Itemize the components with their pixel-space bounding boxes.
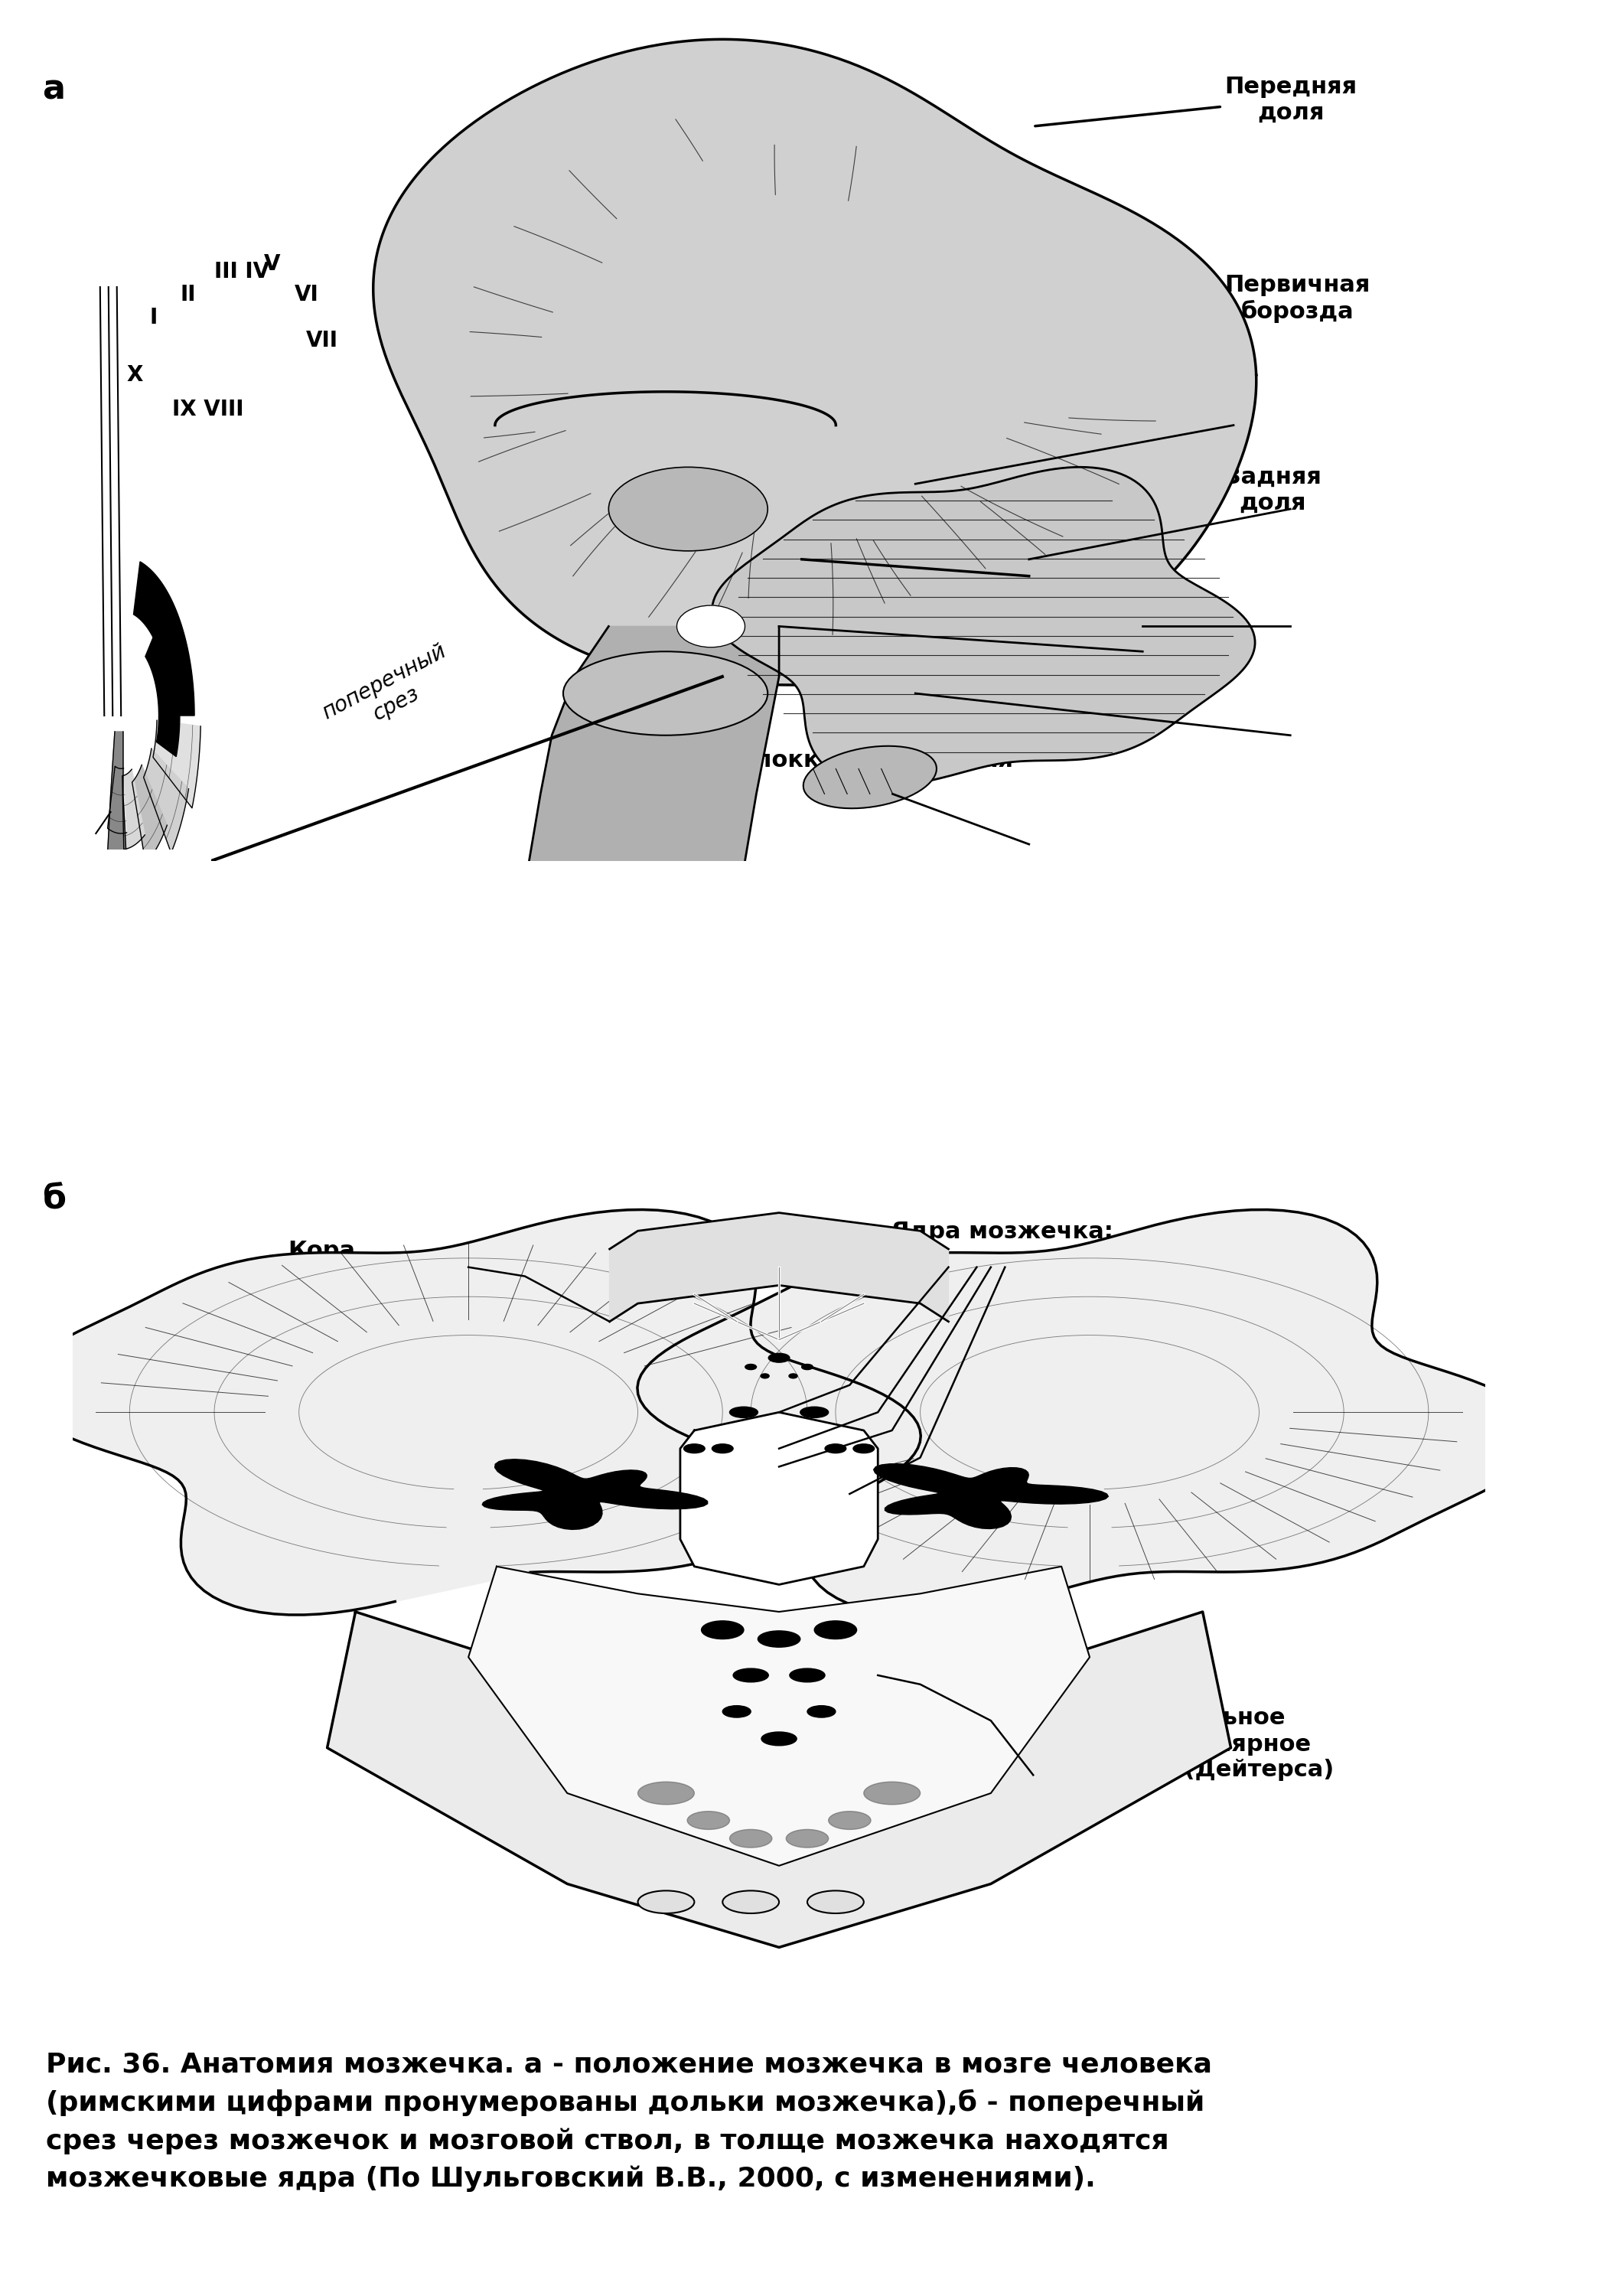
Text: II: II (180, 285, 195, 305)
Text: Рис. 36. Анатомия мозжечка. а - положение мозжечка в мозге человека
(римскими ци: Рис. 36. Анатомия мозжечка. а - положени… (45, 2050, 1212, 2193)
Text: Кора
мозжечка: Кора мозжечка (253, 1240, 390, 1288)
Ellipse shape (761, 1373, 769, 1378)
Text: поперечный
срез: поперечный срез (318, 641, 461, 746)
Polygon shape (16, 1210, 920, 1614)
Text: X: X (127, 365, 143, 386)
Text: шатра: шатра (907, 1258, 993, 1281)
Polygon shape (133, 563, 195, 716)
Polygon shape (146, 625, 180, 758)
Polygon shape (122, 769, 144, 850)
Text: I: I (149, 308, 157, 328)
Text: округлое: округлое (899, 1290, 1024, 1311)
Polygon shape (873, 1465, 1109, 1529)
Polygon shape (680, 1412, 878, 1584)
Polygon shape (131, 765, 167, 863)
Ellipse shape (730, 1407, 758, 1417)
Ellipse shape (815, 1621, 857, 1639)
Ellipse shape (701, 1621, 743, 1639)
Ellipse shape (863, 1782, 920, 1805)
Text: Первичная
борозда: Первичная борозда (1073, 273, 1370, 324)
Polygon shape (373, 39, 1256, 684)
Text: б: б (42, 1182, 67, 1215)
Polygon shape (328, 1612, 1230, 1947)
Text: а: а (42, 73, 65, 106)
Ellipse shape (828, 1812, 872, 1830)
Ellipse shape (824, 1444, 846, 1453)
Ellipse shape (730, 1830, 773, 1848)
Text: зубчатое: зубчатое (891, 1350, 1013, 1373)
Ellipse shape (563, 652, 768, 735)
Ellipse shape (683, 1444, 704, 1453)
Ellipse shape (790, 1669, 824, 1683)
Ellipse shape (854, 1444, 875, 1453)
Polygon shape (107, 767, 127, 833)
Ellipse shape (687, 1812, 730, 1830)
Polygon shape (469, 1566, 1089, 1867)
Ellipse shape (786, 1830, 828, 1848)
Ellipse shape (722, 1706, 751, 1717)
Ellipse shape (807, 1890, 863, 1913)
Text: пробковидное: пробковидное (891, 1320, 1086, 1343)
Polygon shape (482, 1460, 708, 1529)
Ellipse shape (761, 1731, 797, 1745)
Ellipse shape (768, 1352, 790, 1362)
Polygon shape (153, 721, 201, 808)
Polygon shape (529, 627, 779, 861)
Ellipse shape (789, 1373, 797, 1378)
Ellipse shape (745, 1364, 756, 1371)
Polygon shape (143, 748, 188, 852)
Ellipse shape (722, 1890, 779, 1913)
Text: IX VIII: IX VIII (172, 400, 243, 420)
Text: VII: VII (307, 331, 338, 351)
Ellipse shape (802, 1364, 813, 1371)
Ellipse shape (712, 1444, 734, 1453)
Ellipse shape (638, 1782, 695, 1805)
Text: Передняя
доля: Передняя доля (1035, 76, 1357, 126)
Polygon shape (712, 466, 1255, 785)
Ellipse shape (803, 746, 936, 808)
Text: Задняя
доля: Задняя доля (1097, 466, 1321, 514)
Polygon shape (610, 1212, 948, 1322)
Ellipse shape (677, 606, 745, 647)
Text: Латеральное
вестибулярное
ядро (Дейтерса): Латеральное вестибулярное ядро (Дейтерса… (1110, 1706, 1334, 1782)
Ellipse shape (638, 1890, 695, 1913)
Ellipse shape (807, 1706, 836, 1717)
Ellipse shape (800, 1407, 828, 1417)
Text: Флоккулондулярная
доля: Флоккулондулярная доля (732, 714, 1013, 797)
Text: Ядра мозжечка:: Ядра мозжечка: (891, 1221, 1113, 1242)
Ellipse shape (734, 1669, 768, 1683)
Text: V: V (265, 253, 281, 276)
Text: III IV: III IV (214, 262, 269, 282)
Ellipse shape (609, 466, 768, 551)
Text: VI: VI (295, 285, 318, 305)
Polygon shape (16, 1210, 920, 1614)
Ellipse shape (758, 1630, 800, 1646)
Polygon shape (638, 1210, 1542, 1614)
Polygon shape (107, 732, 127, 877)
